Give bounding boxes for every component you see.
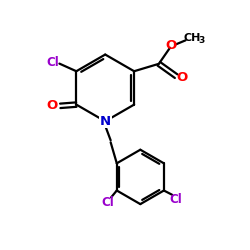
Text: O: O: [166, 39, 177, 52]
Text: N: N: [100, 115, 111, 128]
Text: Cl: Cl: [102, 196, 115, 209]
Text: CH: CH: [184, 33, 201, 43]
Text: Cl: Cl: [169, 193, 182, 206]
Text: O: O: [47, 99, 58, 112]
Text: O: O: [176, 71, 187, 84]
Text: 3: 3: [198, 36, 204, 45]
Text: Cl: Cl: [46, 56, 59, 69]
